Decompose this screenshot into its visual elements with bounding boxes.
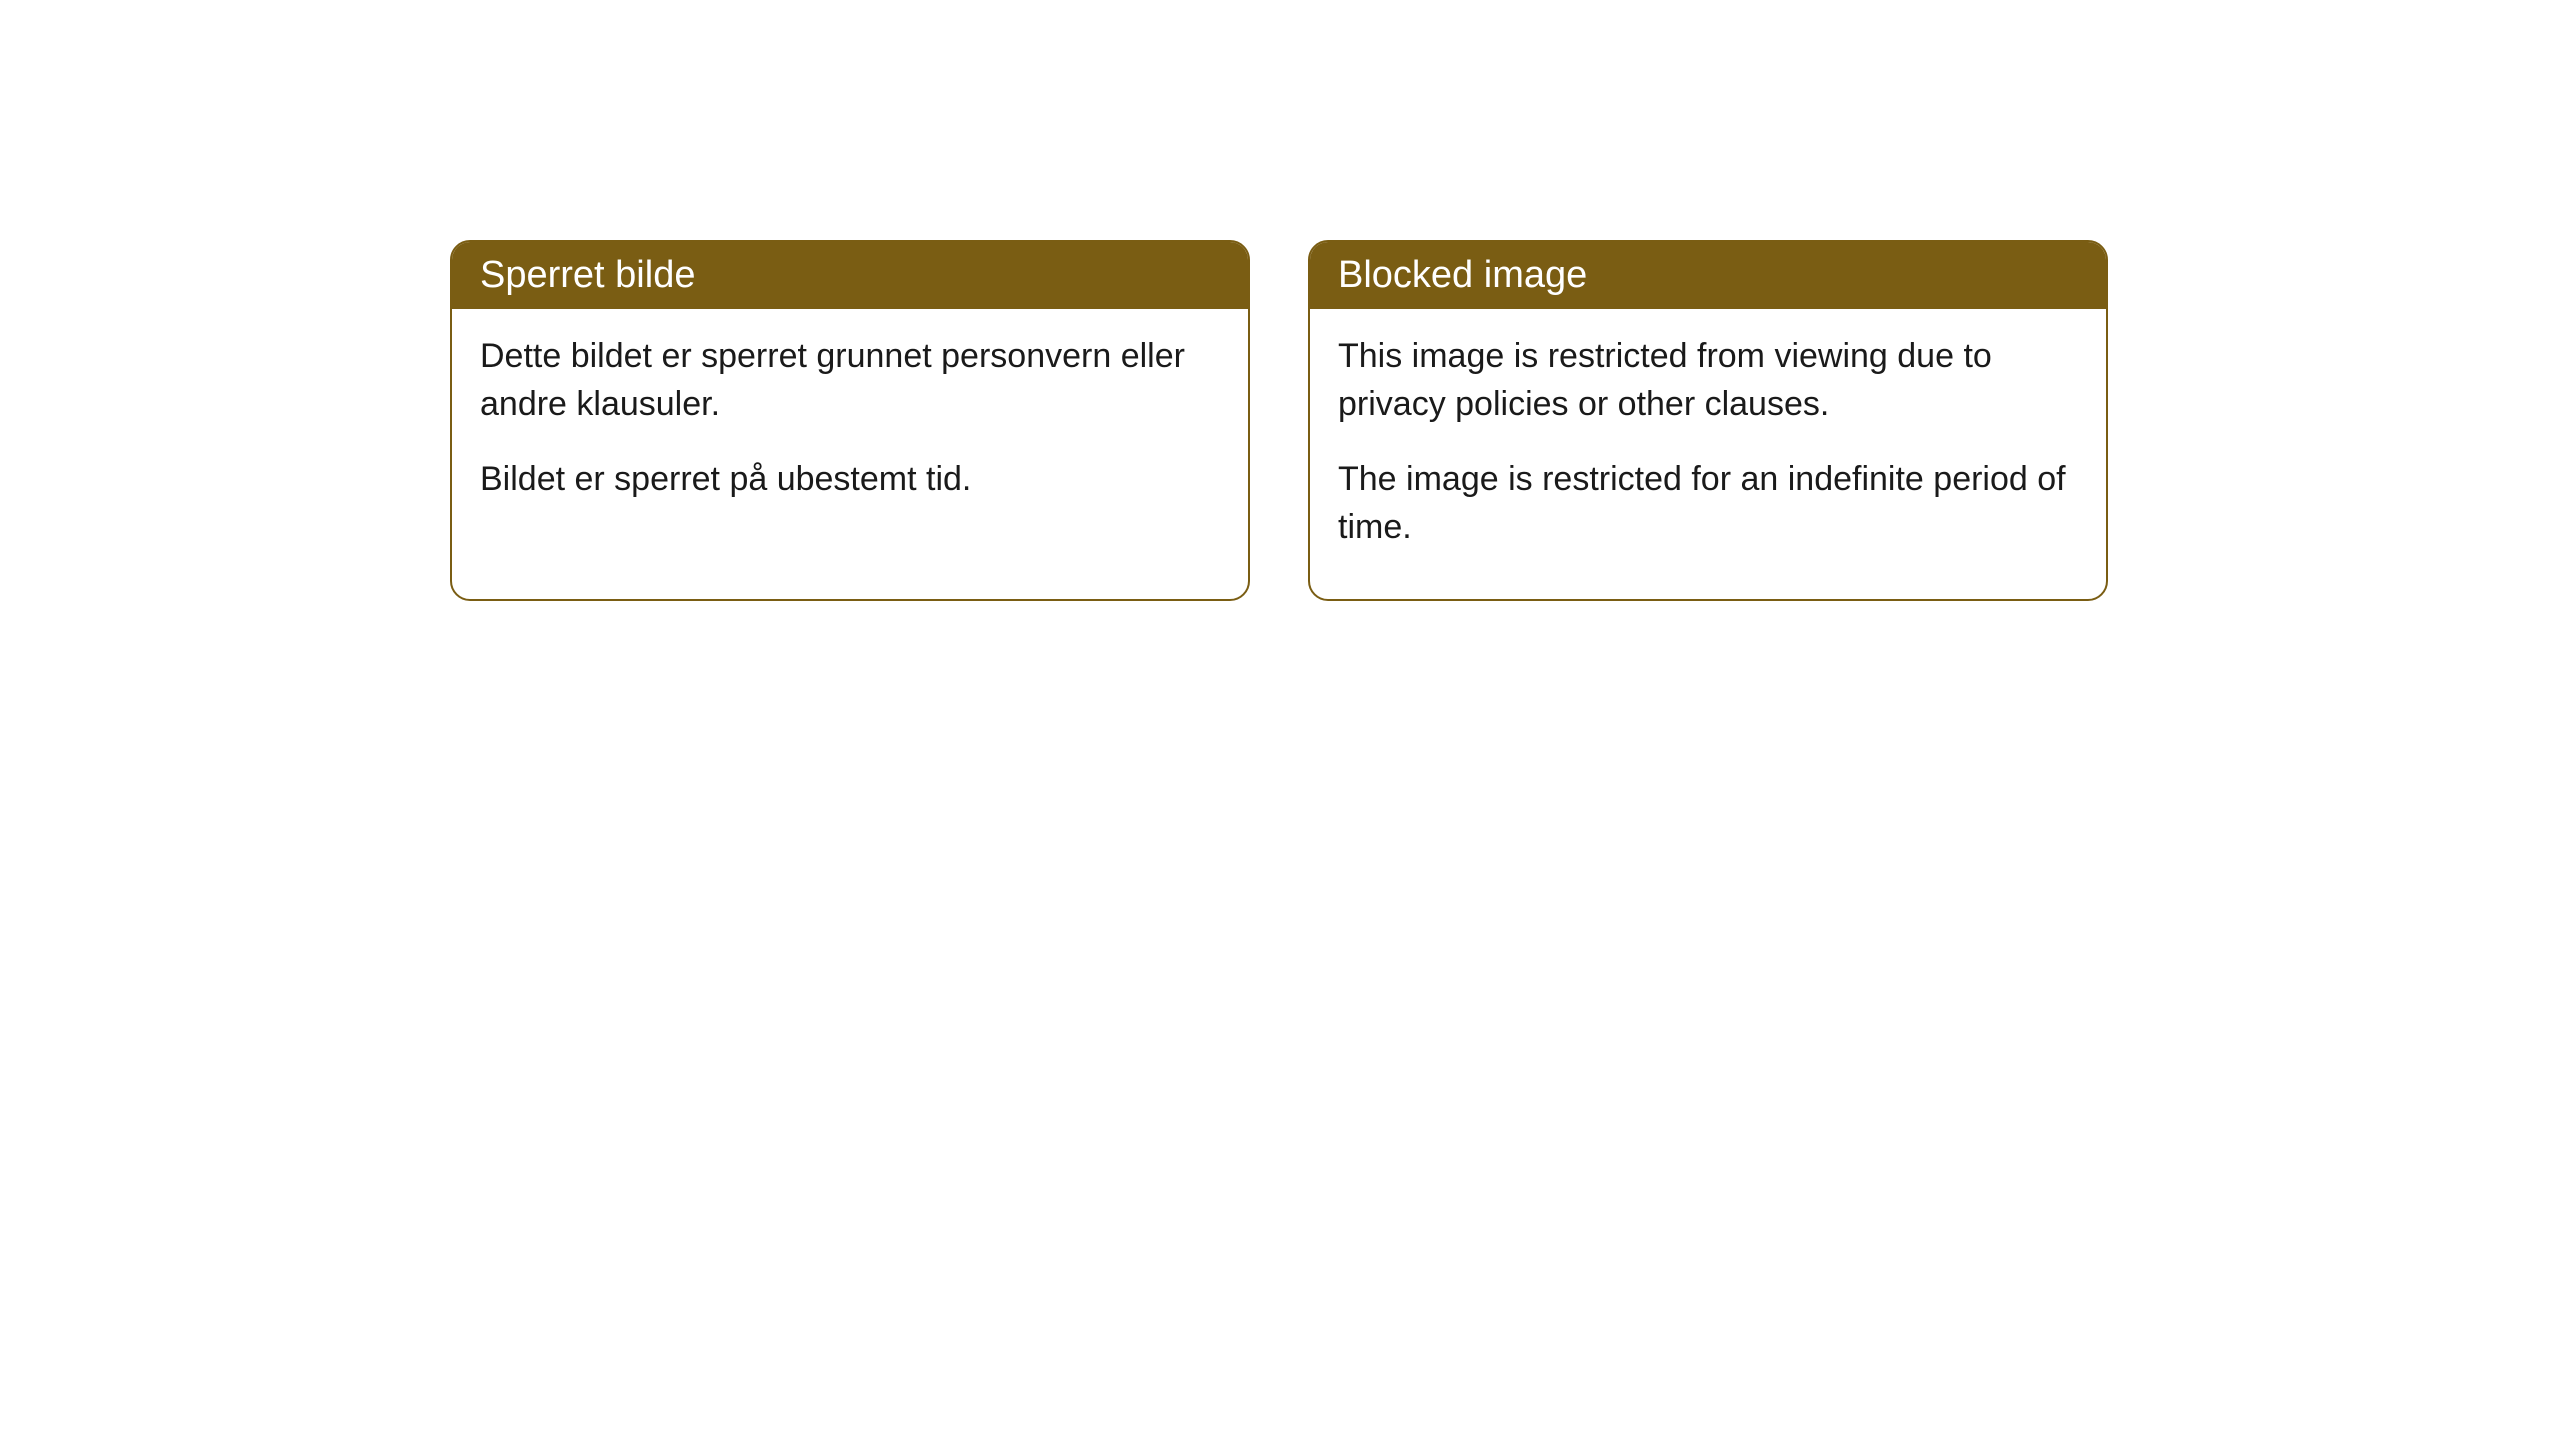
card-body: Dette bildet er sperret grunnet personve… xyxy=(452,309,1248,552)
notice-text: Dette bildet er sperret grunnet personve… xyxy=(480,333,1220,428)
card-body: This image is restricted from viewing du… xyxy=(1310,309,2106,599)
card-header: Blocked image xyxy=(1310,242,2106,309)
notice-text: Bildet er sperret på ubestemt tid. xyxy=(480,456,1220,504)
card-title: Sperret bilde xyxy=(480,254,695,296)
notice-container: Sperret bilde Dette bildet er sperret gr… xyxy=(0,0,2560,601)
card-title: Blocked image xyxy=(1338,254,1587,296)
notice-card-norwegian: Sperret bilde Dette bildet er sperret gr… xyxy=(450,240,1250,601)
notice-card-english: Blocked image This image is restricted f… xyxy=(1308,240,2108,601)
notice-text: The image is restricted for an indefinit… xyxy=(1338,456,2078,551)
card-header: Sperret bilde xyxy=(452,242,1248,309)
notice-text: This image is restricted from viewing du… xyxy=(1338,333,2078,428)
